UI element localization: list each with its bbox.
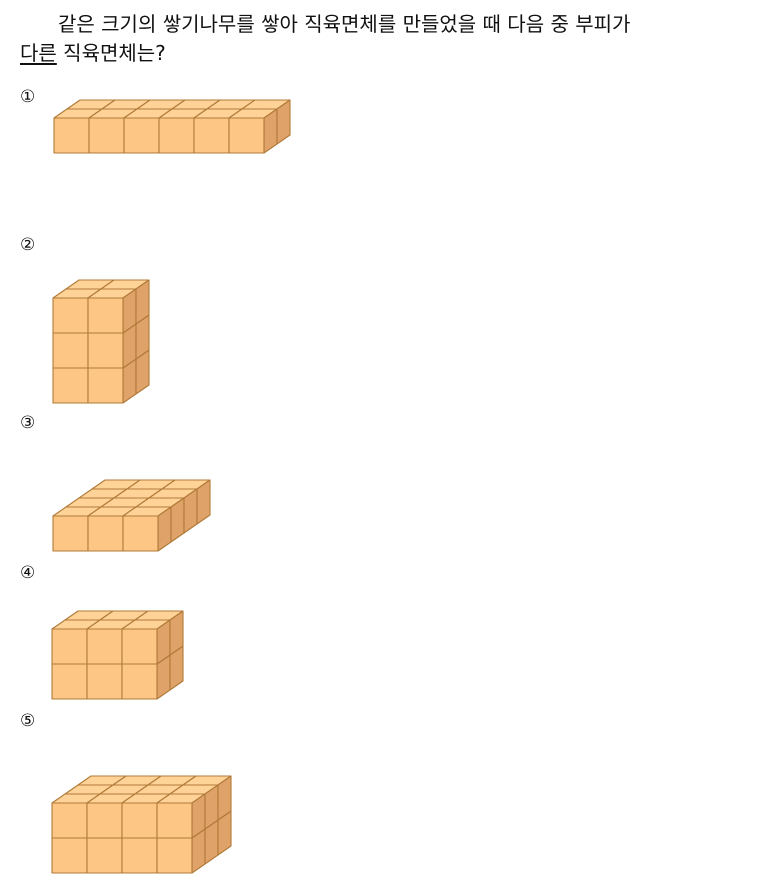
choice-5-marker[interactable]: ⑤	[20, 711, 36, 731]
choice-2-cuboid-svg	[52, 279, 150, 404]
block-front-face	[87, 367, 124, 404]
choice-2-cuboid[interactable]	[0, 235, 220, 414]
block-front-face	[51, 628, 88, 665]
choice-3-cuboid[interactable]	[0, 413, 300, 562]
block-front-face	[121, 628, 158, 665]
choice-1-marker[interactable]: ①	[20, 87, 36, 107]
block-front-face	[156, 802, 193, 839]
block-front-face	[87, 515, 124, 552]
block-front-face	[52, 297, 89, 334]
choice-4-cuboid-svg	[51, 610, 184, 700]
block-front-face	[52, 515, 89, 552]
block-front-face	[87, 332, 124, 369]
block-side-face	[276, 99, 291, 145]
choice-4-cuboid[interactable]	[0, 563, 250, 712]
block-front-face	[86, 628, 123, 665]
choice-5-cuboid-svg	[51, 775, 232, 874]
question-line1: 같은 크기의 쌓기나무를 쌓아 직육면체를 만들었을 때 다음 중 부피가	[58, 12, 631, 36]
block-front-face	[88, 117, 125, 154]
block-front-face	[121, 663, 158, 700]
choice-5-cuboid[interactable]	[0, 711, 300, 883]
choice-4-marker[interactable]: ④	[20, 563, 36, 583]
block-front-face	[122, 515, 159, 552]
block-side-face	[135, 279, 150, 325]
block-front-face	[193, 117, 230, 154]
block-front-face	[52, 332, 89, 369]
block-front-face	[156, 837, 193, 874]
choice-1-cuboid[interactable]	[0, 87, 340, 236]
choice-2-marker[interactable]: ②	[20, 235, 36, 255]
block-side-face	[169, 610, 184, 656]
question-line2: 직육면체는?	[56, 41, 166, 65]
choice-3-marker[interactable]: ③	[20, 413, 36, 433]
choice-1-cuboid-svg	[53, 99, 291, 154]
block-side-face	[217, 775, 232, 821]
block-front-face	[228, 117, 265, 154]
block-front-face	[86, 663, 123, 700]
choice-3-cuboid-svg	[52, 479, 211, 552]
block-front-face	[51, 802, 88, 839]
block-front-face	[53, 117, 90, 154]
question-text: 같은 크기의 쌓기나무를 쌓아 직육면체를 만들었을 때 다음 중 부피가 다른 …	[20, 10, 740, 68]
block-front-face	[87, 297, 124, 334]
block-front-face	[121, 837, 158, 874]
block-front-face	[51, 837, 88, 874]
block-front-face	[86, 802, 123, 839]
block-front-face	[158, 117, 195, 154]
block-front-face	[52, 367, 89, 404]
underlined-word: 다른	[20, 41, 57, 65]
block-front-face	[51, 663, 88, 700]
block-front-face	[121, 802, 158, 839]
block-side-face	[196, 479, 211, 525]
block-front-face	[86, 837, 123, 874]
block-front-face	[123, 117, 160, 154]
